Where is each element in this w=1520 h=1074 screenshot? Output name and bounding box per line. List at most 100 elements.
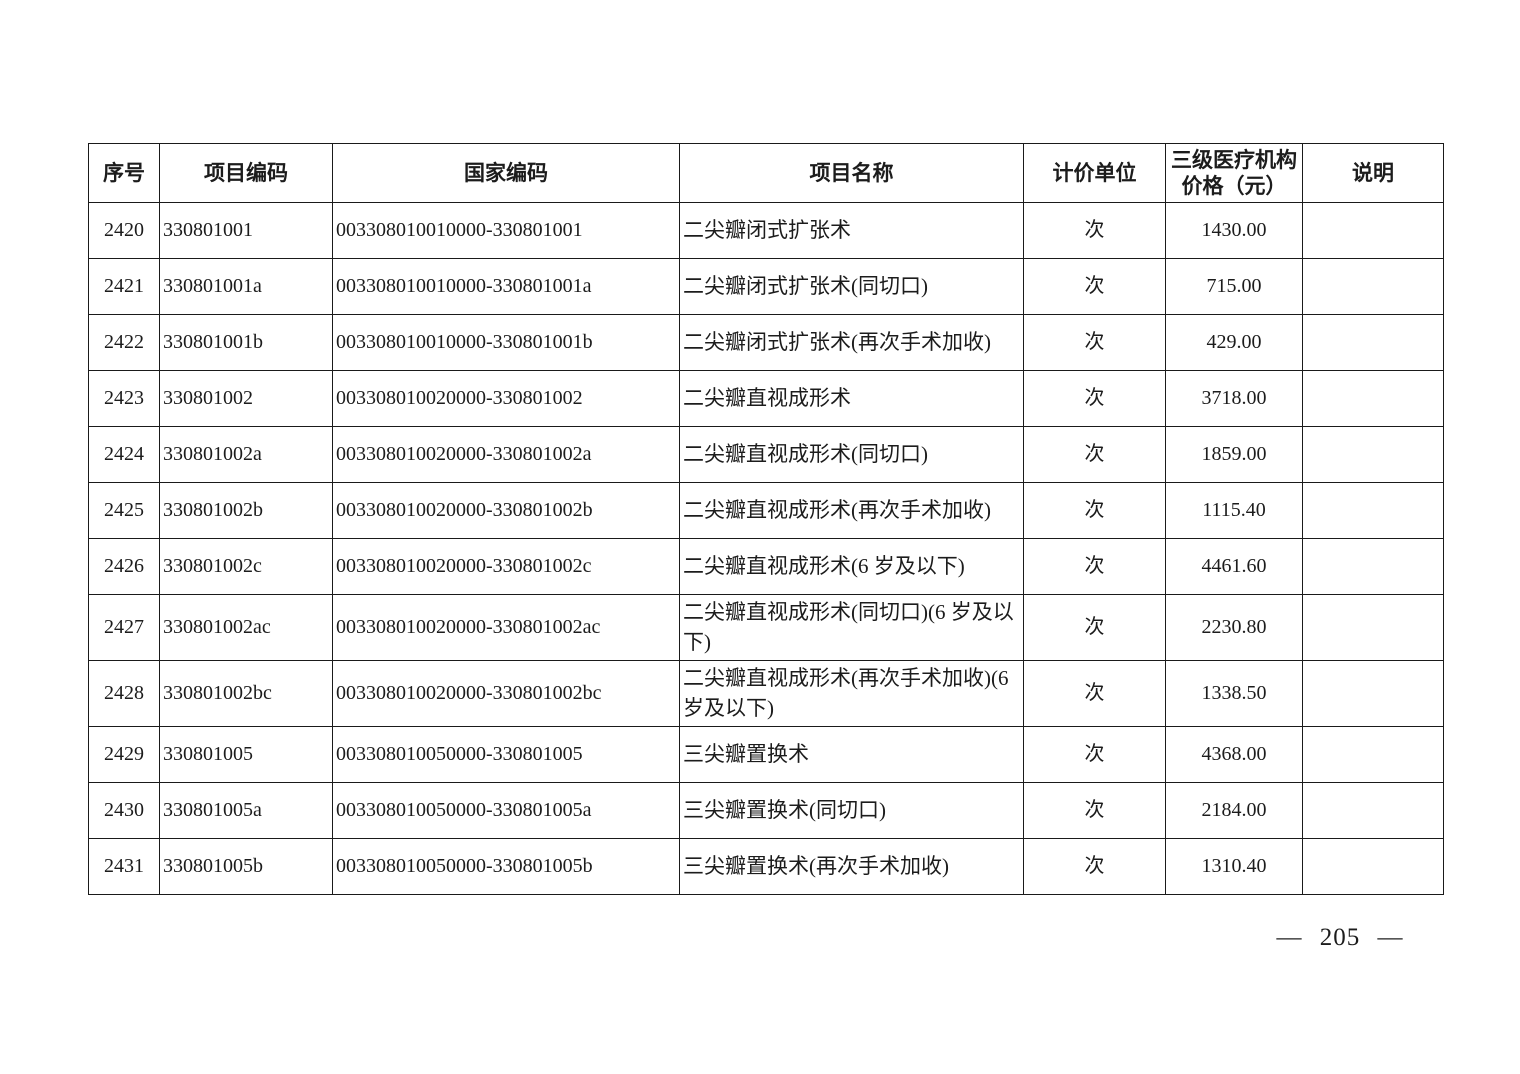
column-header-price: 三级医疗机构 价格（元） (1165, 143, 1303, 203)
cell-unit: 次 (1023, 426, 1166, 483)
cell-national-code: 003308010050000-330801005 (332, 725, 680, 783)
cell-unit: 次 (1023, 370, 1166, 427)
cell-project-code: 330801002a (159, 426, 333, 483)
column-header-index: 序号 (88, 143, 160, 203)
cell-price: 2184.00 (1165, 781, 1303, 839)
cell-index: 2425 (88, 482, 160, 539)
cell-price: 3718.00 (1165, 370, 1303, 427)
cell-note (1302, 538, 1444, 595)
cell-index: 2424 (88, 426, 160, 483)
table-row: 2428 330801002bc 003308010020000-330801002… (88, 659, 1444, 727)
cell-name: 二尖瓣闭式扩张术(再次手术加收) (679, 314, 1024, 371)
cell-index: 2429 (88, 725, 160, 783)
cell-national-code: 003308010020000-330801002a (332, 426, 680, 483)
cell-price: 4368.00 (1165, 725, 1303, 783)
cell-project-code: 330801002bc (159, 659, 333, 727)
medical-price-table: 序号 项目编码 国家编码 项目名称 计价单位 三级医疗机构 价格（元） (88, 143, 1444, 895)
column-header-note: 说明 (1302, 143, 1444, 203)
table-row: 2427 330801002ac 003308010020000-330801002… (88, 594, 1444, 661)
column-header-index-label: 序号 (103, 160, 145, 185)
cell-note (1302, 258, 1444, 315)
cell-note (1302, 594, 1444, 661)
cell-national-code: 003308010020000-330801002 (332, 370, 680, 427)
cell-price: 4461.60 (1165, 538, 1303, 595)
cell-national-code: 003308010050000-330801005b (332, 837, 680, 895)
cell-index: 2423 (88, 370, 160, 427)
table-row: 2425 330801002b 003308010020000-330801002b… (88, 482, 1444, 539)
cell-note (1302, 202, 1444, 259)
cell-price: 1310.40 (1165, 837, 1303, 895)
cell-project-code: 330801002b (159, 482, 333, 539)
table-row: 2423 330801002 003308010020000-330801002 二尖… (88, 370, 1444, 427)
column-header-national-code: 国家编码 (332, 143, 680, 203)
cell-note (1302, 725, 1444, 783)
table-row: 2422 330801001b 003308010010000-330801001b… (88, 314, 1444, 371)
cell-project-code: 330801002ac (159, 594, 333, 661)
table-body: 2420 330801001 003308010010000-330801001 二尖… (88, 202, 1444, 895)
cell-name: 三尖瓣置换术(同切口) (679, 781, 1024, 839)
cell-note (1302, 781, 1444, 839)
cell-project-code: 330801001 (159, 202, 333, 259)
cell-name: 二尖瓣直视成形术(同切口)(6 岁及以下) (679, 594, 1024, 661)
cell-index: 2420 (88, 202, 160, 259)
column-header-project-code: 项目编码 (159, 143, 333, 203)
cell-national-code: 003308010010000-330801001a (332, 258, 680, 315)
cell-name: 二尖瓣直视成形术 (679, 370, 1024, 427)
cell-unit: 次 (1023, 538, 1166, 595)
cell-name: 二尖瓣直视成形术(再次手术加收)(6 岁及以下) (679, 659, 1024, 727)
table-row: 2424 330801002a 003308010020000-330801002a… (88, 426, 1444, 483)
column-header-unit: 计价单位 (1023, 143, 1166, 203)
cell-national-code: 003308010020000-330801002bc (332, 659, 680, 727)
cell-index: 2427 (88, 594, 160, 661)
cell-unit: 次 (1023, 725, 1166, 783)
table-row: 2426 330801002c 003308010020000-330801002c… (88, 538, 1444, 595)
cell-price: 2230.80 (1165, 594, 1303, 661)
column-header-price-line1: 三级医疗机构 (1171, 147, 1297, 172)
column-header-project-code-label: 项目编码 (204, 160, 288, 185)
cell-project-code: 330801005b (159, 837, 333, 895)
cell-national-code: 003308010010000-330801001b (332, 314, 680, 371)
cell-national-code: 003308010020000-330801002b (332, 482, 680, 539)
cell-name: 三尖瓣置换术(再次手术加收) (679, 837, 1024, 895)
cell-price: 1430.00 (1165, 202, 1303, 259)
table-row: 2430 330801005a 003308010050000-330801005a… (88, 781, 1444, 839)
cell-name: 二尖瓣直视成形术(同切口) (679, 426, 1024, 483)
cell-price: 429.00 (1165, 314, 1303, 371)
cell-project-code: 330801001b (159, 314, 333, 371)
cell-project-code: 330801005 (159, 725, 333, 783)
cell-index: 2422 (88, 314, 160, 371)
table-row: 2431 330801005b 003308010050000-330801005b… (88, 837, 1444, 895)
column-header-name: 项目名称 (679, 143, 1024, 203)
column-header-national-code-label: 国家编码 (464, 160, 548, 185)
cell-national-code: 003308010010000-330801001 (332, 202, 680, 259)
table-header-row: 序号 项目编码 国家编码 项目名称 计价单位 三级医疗机构 价格（元） (88, 143, 1444, 203)
cell-note (1302, 482, 1444, 539)
table-row: 2420 330801001 003308010010000-330801001 二尖… (88, 202, 1444, 259)
cell-project-code: 330801005a (159, 781, 333, 839)
cell-price: 1859.00 (1165, 426, 1303, 483)
cell-unit: 次 (1023, 258, 1166, 315)
cell-name: 三尖瓣置换术 (679, 725, 1024, 783)
cell-price: 715.00 (1165, 258, 1303, 315)
page-number: — 205 — (1276, 924, 1404, 951)
cell-unit: 次 (1023, 314, 1166, 371)
cell-project-code: 330801002 (159, 370, 333, 427)
cell-index: 2431 (88, 837, 160, 895)
cell-unit: 次 (1023, 594, 1166, 661)
cell-national-code: 003308010050000-330801005a (332, 781, 680, 839)
cell-index: 2430 (88, 781, 160, 839)
cell-national-code: 003308010020000-330801002c (332, 538, 680, 595)
cell-price: 1115.40 (1165, 482, 1303, 539)
table-row: 2421 330801001a 003308010010000-330801001a… (88, 258, 1444, 315)
column-header-name-label: 项目名称 (809, 160, 894, 185)
table-row: 2429 330801005 003308010050000-330801005 三尖… (88, 725, 1444, 783)
cell-project-code: 330801001a (159, 258, 333, 315)
cell-price: 1338.50 (1165, 659, 1303, 727)
cell-index: 2421 (88, 258, 160, 315)
cell-unit: 次 (1023, 781, 1166, 839)
column-header-note-label: 说明 (1352, 160, 1394, 185)
cell-note (1302, 370, 1444, 427)
cell-note (1302, 426, 1444, 483)
cell-project-code: 330801002c (159, 538, 333, 595)
cell-unit: 次 (1023, 482, 1166, 539)
